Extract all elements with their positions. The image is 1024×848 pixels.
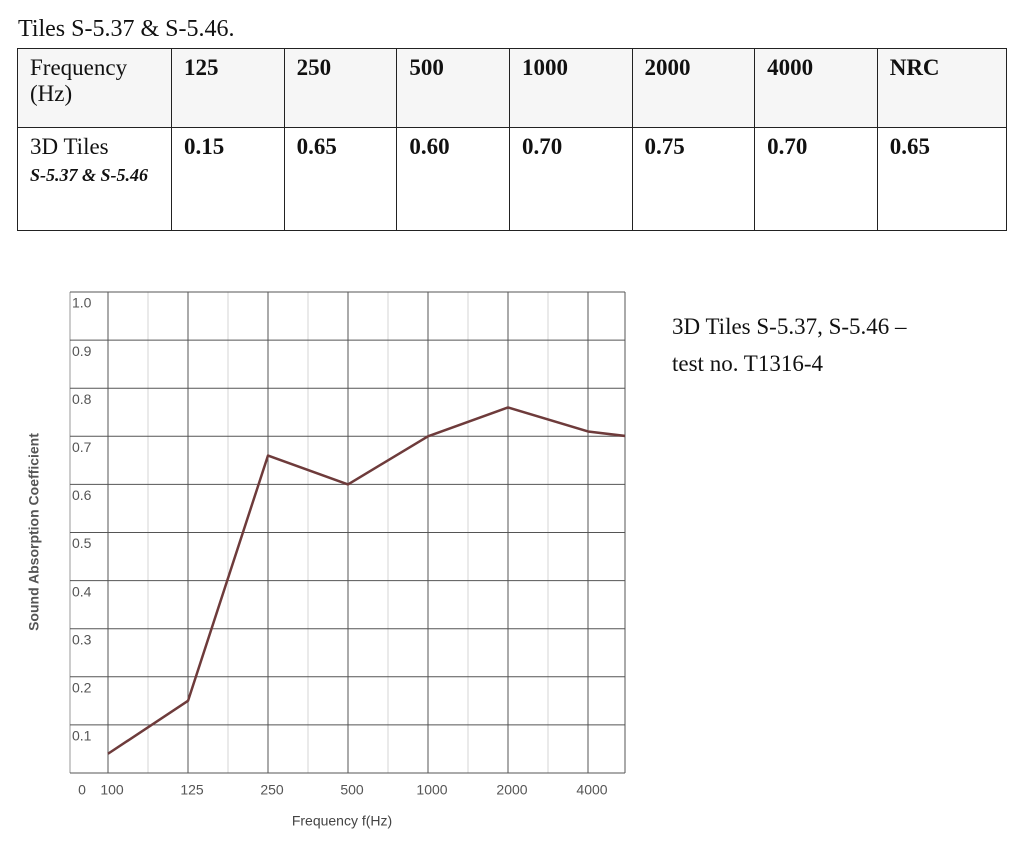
row-label: 3D Tiles — [30, 134, 109, 159]
annotation: 3D Tiles S-5.37, S-5.46 – — [672, 314, 907, 339]
cell: 0.65 — [876, 127, 1008, 231]
header-cell: 1000 — [508, 48, 633, 128]
y-tick-label: 0.2 — [72, 680, 92, 696]
cell: 0.70 — [508, 127, 633, 231]
cell: 0.70 — [754, 127, 878, 231]
data-line — [107, 406, 625, 755]
cell: 0.65 — [283, 127, 398, 231]
header-cell: 2000 — [631, 48, 756, 128]
header-row: Frequency (Hz) 125 250 500 1000 2000 400… — [17, 48, 1008, 128]
x-axis-label: Frequency f(Hz) — [292, 813, 392, 829]
row-label-cell: 3D Tiles S-5.37 & S-5.46 — [17, 127, 172, 231]
header-cell: 4000 — [754, 48, 878, 128]
y-tick-label: 0.5 — [72, 535, 92, 551]
x-tick-label: 125 — [180, 782, 204, 798]
y-tick-label: 0.4 — [72, 583, 92, 599]
x-tick-label: 1000 — [416, 782, 447, 798]
row-sublabel: S-5.37 & S-5.46 — [30, 165, 149, 185]
title: Tiles S-5.37 & S-5.46. — [18, 16, 235, 42]
y-tick-label: 0.9 — [72, 343, 92, 359]
header-cell: Frequency (Hz) — [17, 48, 172, 128]
annotation: test no. T1316-4 — [672, 351, 823, 376]
x-tick-label: 500 — [340, 782, 364, 798]
x-tick-label: 4000 — [576, 782, 607, 798]
header-cell: 125 — [171, 48, 285, 128]
x-tick-label: 2000 — [496, 782, 527, 798]
cell: 0.60 — [396, 127, 510, 231]
x-tick-label: 100 — [100, 782, 124, 798]
y-tick-label: 0.3 — [72, 631, 92, 647]
y-tick-label: 0 — [78, 782, 86, 798]
cell: 0.75 — [631, 127, 756, 231]
y-tick-label: 0.1 — [72, 728, 92, 744]
y-axis-label: Sound Absorption Coefficient — [26, 433, 42, 631]
header-cell: NRC — [876, 48, 1008, 128]
y-tick-label: 0.6 — [72, 487, 92, 503]
y-tick-label: 0.8 — [72, 391, 92, 407]
x-tick-label: 250 — [260, 782, 284, 798]
cell: 0.15 — [171, 127, 285, 231]
y-tick-label: 0.7 — [72, 439, 92, 455]
table: Frequency (Hz) 125 250 500 1000 2000 400… — [17, 48, 1008, 231]
data-row: 3D Tiles S-5.37 & S-5.46 0.15 0.65 0.60 0… — [17, 127, 1008, 231]
y-tick-label: 1.0 — [72, 295, 92, 311]
